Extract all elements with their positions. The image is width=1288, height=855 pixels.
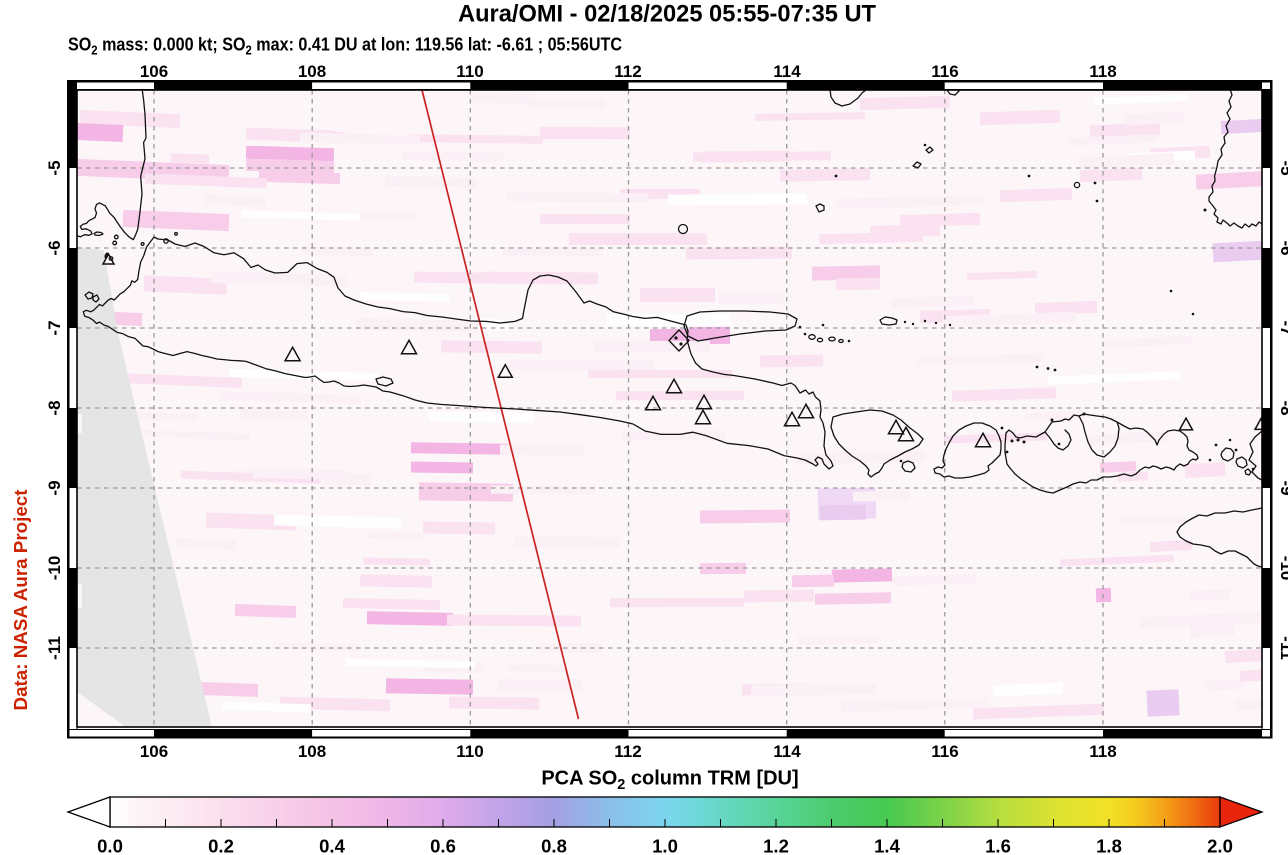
svg-text:-11: -11	[45, 636, 64, 660]
svg-text:118: 118	[1089, 62, 1116, 81]
svg-text:108: 108	[298, 62, 326, 81]
svg-text:-11: -11	[1277, 636, 1288, 660]
svg-text:118: 118	[1089, 742, 1116, 761]
svg-text:-5: -5	[1277, 160, 1288, 175]
svg-text:0.2: 0.2	[208, 836, 234, 855]
svg-text:PCA SO2 column TRM [DU]: PCA SO2 column TRM [DU]	[541, 768, 798, 794]
svg-text:0.0: 0.0	[97, 836, 123, 855]
svg-text:Data: NASA Aura Project: Data: NASA Aura Project	[11, 490, 31, 711]
svg-text:114: 114	[773, 742, 801, 761]
svg-text:110: 110	[456, 62, 483, 81]
svg-text:-7: -7	[45, 320, 64, 335]
svg-text:116: 116	[931, 742, 958, 761]
svg-text:1.6: 1.6	[985, 836, 1011, 855]
svg-text:SO2 mass: 0.000 kt; SO2 max: 0: SO2 mass: 0.000 kt; SO2 max: 0.41 DU at …	[68, 34, 622, 58]
svg-text:1.8: 1.8	[1096, 836, 1122, 855]
svg-text:1.4: 1.4	[874, 836, 900, 855]
svg-text:2.0: 2.0	[1207, 836, 1233, 855]
svg-text:116: 116	[931, 62, 958, 81]
svg-text:106: 106	[140, 742, 168, 761]
svg-text:112: 112	[614, 742, 641, 761]
svg-text:-9: -9	[1277, 480, 1288, 495]
svg-text:114: 114	[773, 62, 801, 81]
svg-text:108: 108	[298, 742, 326, 761]
svg-text:-10: -10	[45, 556, 64, 581]
svg-text:-8: -8	[45, 400, 64, 415]
svg-text:Aura/OMI - 02/18/2025 05:55-07: Aura/OMI - 02/18/2025 05:55-07:35 UT	[458, 1, 876, 28]
svg-text:1.0: 1.0	[652, 836, 678, 855]
svg-text:0.8: 0.8	[541, 836, 567, 855]
svg-text:-9: -9	[45, 480, 64, 495]
svg-text:-7: -7	[1277, 320, 1288, 335]
svg-text:-5: -5	[45, 160, 64, 175]
svg-text:106: 106	[140, 62, 168, 81]
svg-text:112: 112	[614, 62, 641, 81]
svg-text:1.2: 1.2	[763, 836, 789, 855]
svg-text:110: 110	[456, 742, 483, 761]
svg-text:0.6: 0.6	[430, 836, 456, 855]
svg-text:0.4: 0.4	[319, 836, 345, 855]
svg-text:-6: -6	[45, 240, 64, 255]
svg-text:-8: -8	[1277, 400, 1288, 415]
svg-text:-10: -10	[1277, 556, 1288, 581]
svg-text:-6: -6	[1277, 240, 1288, 255]
